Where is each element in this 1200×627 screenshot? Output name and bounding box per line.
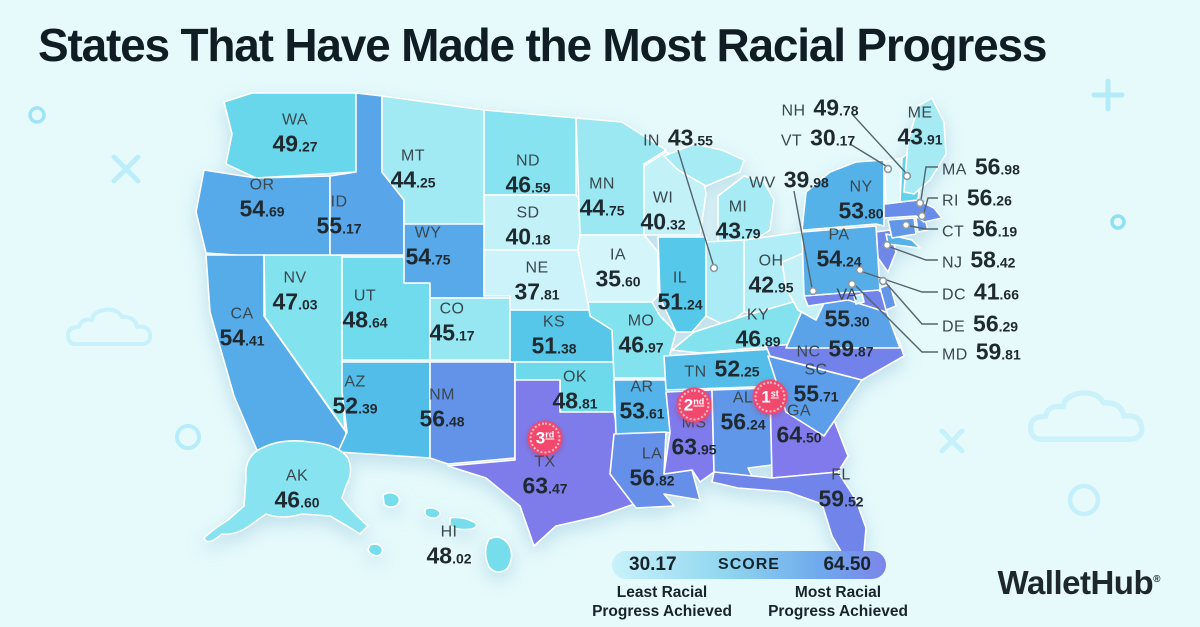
circle-outline-icon xyxy=(175,424,201,450)
state-shape-me xyxy=(903,97,947,195)
callout-line-wv xyxy=(793,190,813,289)
state-shape-nm xyxy=(429,361,516,465)
callout-dot-dc xyxy=(855,265,865,275)
state-shape-fl xyxy=(711,471,867,561)
cloud-icon xyxy=(1028,390,1145,443)
circle-outline-icon xyxy=(28,106,46,124)
state-shape-wa xyxy=(223,92,357,179)
callout-line-ri xyxy=(923,197,938,214)
legend-score-label: SCORE xyxy=(718,556,780,573)
state-shape-or xyxy=(195,169,331,258)
map-callout-lines-layer xyxy=(677,113,938,353)
callout-line-nj xyxy=(889,246,938,261)
callout-line-de xyxy=(885,282,938,325)
background-decorations xyxy=(28,78,1145,517)
wallethub-logo: WalletHub® xyxy=(997,564,1161,601)
callout-line-vt xyxy=(849,143,887,167)
map-states-layer xyxy=(195,92,947,573)
callout-dot-nh xyxy=(902,171,912,181)
callout-dot-ct xyxy=(901,220,911,230)
callout-dot-in xyxy=(709,263,719,273)
legend-max-value: 64.50 xyxy=(823,554,871,575)
callout-line-md xyxy=(855,285,938,353)
legend-max-caption: Most Racial Progress Achieved xyxy=(768,584,908,621)
page-title: States That Have Made the Most Racial Pr… xyxy=(38,19,1047,71)
legend-min-value: 30.17 xyxy=(629,554,677,575)
state-shape-ny xyxy=(801,159,921,249)
state-shape-il xyxy=(657,236,707,333)
registered-mark-icon: ® xyxy=(1153,574,1160,585)
legend-min-caption: Least Racial Progress Achieved xyxy=(592,584,732,621)
circle-outline-icon xyxy=(1110,214,1126,230)
circle-outline-icon xyxy=(1067,483,1101,517)
callout-line-ma xyxy=(920,166,938,201)
score-gradient-bar: 30.17 SCORE 64.50 xyxy=(612,551,886,579)
state-shape-la xyxy=(609,431,701,509)
callout-dot-ma xyxy=(915,198,925,208)
callout-dot-wv xyxy=(808,286,818,296)
state-shape-ms xyxy=(663,389,715,483)
state-shape-az xyxy=(337,361,431,459)
state-shape-al xyxy=(711,387,773,481)
state-shape-sd xyxy=(483,194,583,251)
state-shape-ak xyxy=(203,440,369,543)
state-shape-ct xyxy=(887,217,917,239)
callout-dot-md xyxy=(847,279,857,289)
state-shape-dc xyxy=(853,293,865,305)
state-shape-tx xyxy=(447,379,645,547)
callout-dot-nj xyxy=(882,240,892,250)
x-mark-icon xyxy=(939,428,965,454)
callout-line-in xyxy=(677,149,714,265)
callout-dot-vt xyxy=(883,164,893,174)
callout-line-nh xyxy=(851,113,907,174)
state-shape-ia xyxy=(577,234,659,305)
cloud-icon xyxy=(66,307,153,346)
state-shape-pa xyxy=(801,225,881,297)
state-shape-in xyxy=(705,239,745,327)
state-shape-de xyxy=(879,283,897,311)
x-mark-icon xyxy=(111,154,141,184)
state-shape-nd xyxy=(483,109,577,196)
state-shape-hi xyxy=(367,491,513,573)
callout-line-ct xyxy=(909,225,938,230)
callout-dot-ri xyxy=(917,211,927,221)
callout-dot-de xyxy=(878,276,888,286)
plus-icon xyxy=(1091,78,1125,112)
